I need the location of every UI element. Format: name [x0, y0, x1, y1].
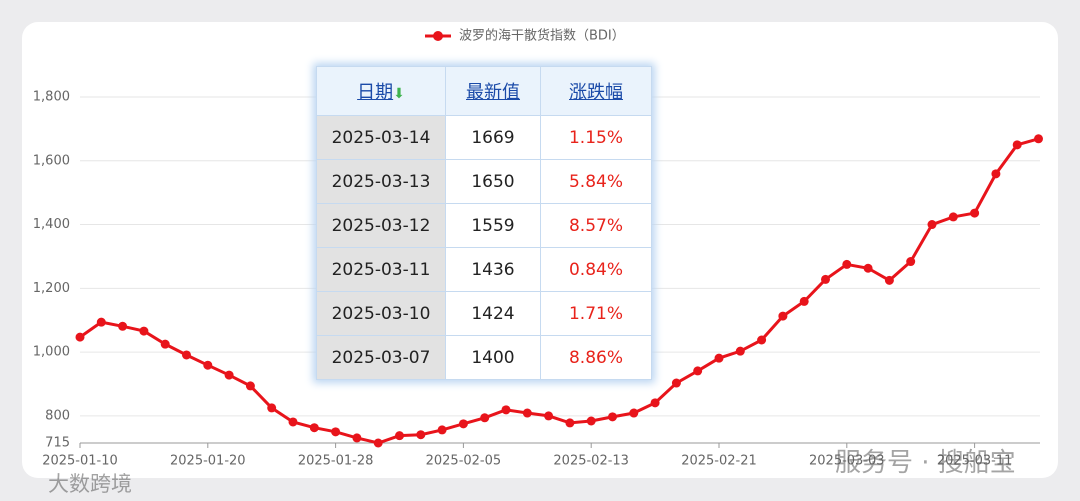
y-tick-label: 1,400: [33, 217, 70, 232]
table-row: 2025-03-10 1424 1.71%: [316, 291, 652, 336]
x-tick-label: 2025-01-10: [42, 454, 118, 469]
table-cell: 2025-03-12: [316, 203, 446, 248]
point: [544, 411, 554, 421]
table-cell: 8.57%: [540, 203, 652, 248]
point: [416, 430, 426, 440]
point: [288, 417, 298, 427]
table-row: 2025-03-11 1436 0.84%: [316, 247, 652, 292]
point: [373, 438, 383, 448]
x-tick-label: 2025-03-03: [809, 454, 885, 469]
point: [757, 335, 767, 345]
point: [863, 263, 873, 273]
table-cell: 2025-03-11: [316, 247, 446, 292]
point: [139, 326, 149, 336]
point: [948, 212, 958, 222]
point: [714, 353, 724, 363]
point: [1012, 140, 1022, 150]
point: [245, 381, 255, 391]
point: [160, 339, 170, 349]
watermark: 服务号 · 搜船宝: [835, 448, 1016, 478]
point: [203, 360, 213, 370]
x-tick-label: 2025-01-28: [298, 454, 374, 469]
x-tick-label: 2025-02-21: [681, 454, 757, 469]
table-row: 2025-03-07 1400 8.86%: [316, 335, 652, 380]
table-row: 2025-03-14 1669 1.15%: [316, 115, 652, 160]
point: [799, 296, 809, 306]
point: [182, 350, 191, 360]
table-cell: 2025-03-13: [316, 159, 446, 204]
y-tick-label: 715: [45, 436, 70, 451]
point: [884, 275, 894, 285]
table-cell: 1.71%: [540, 291, 652, 336]
table-cell: 5.84%: [540, 159, 652, 204]
point: [331, 427, 341, 437]
table-cell: 1669: [445, 115, 541, 160]
table-row: 2025-03-12 1559 8.57%: [316, 203, 652, 248]
point: [480, 413, 490, 423]
point: [991, 169, 1001, 179]
y-tick-label: 800: [45, 408, 70, 423]
y-tick-label: 1,600: [33, 153, 70, 168]
point: [224, 370, 234, 380]
header-text[interactable]: 日期: [357, 82, 394, 103]
x-tick-label: 2025-02-13: [553, 454, 629, 469]
line: [79, 137, 1039, 445]
legend-marker: [433, 31, 443, 41]
point: [821, 274, 830, 284]
table-cell: 1559: [445, 203, 541, 248]
point: [565, 418, 575, 428]
point: [437, 425, 447, 435]
table-cell: 1.15%: [540, 115, 652, 160]
table-cell: 1436: [445, 247, 541, 292]
point: [352, 433, 362, 443]
table-cell: 2025-03-07: [316, 335, 446, 380]
point: [970, 208, 980, 218]
point: [522, 408, 532, 418]
point: [842, 259, 852, 269]
point: [693, 366, 703, 376]
x-tick-label: 2025-01-20: [170, 454, 246, 469]
table-cell: 8.86%: [540, 335, 652, 380]
table-row: 2025-03-13 1650 5.84%: [316, 159, 652, 204]
y-tick-label: 1,000: [33, 345, 70, 360]
x-tick-label: 2025-02-05: [426, 454, 502, 469]
legend-label: 波罗的海干散货指数（BDI）: [459, 28, 625, 44]
point: [906, 257, 916, 267]
x-tick-label: 2025-03-11: [937, 454, 1013, 469]
header-cell[interactable]: 最新值: [445, 66, 541, 116]
table-header: 日期⬇ 最新值 涨跌幅: [316, 66, 652, 116]
table-cell: 0.84%: [540, 247, 652, 292]
table-cell: 1400: [445, 335, 541, 380]
point: [309, 423, 319, 433]
y-tick-label: 1,800: [33, 90, 70, 105]
point: [650, 398, 660, 408]
sort-icon[interactable]: ⬇: [393, 86, 405, 102]
point: [735, 346, 745, 356]
header-cell[interactable]: 涨跌幅: [540, 66, 652, 116]
point: [458, 419, 468, 429]
point: [96, 317, 106, 327]
data-table: 日期⬇ 最新值 涨跌幅 2025-03-14 1669 1.15% 2025-03-1…: [316, 66, 652, 380]
point: [608, 412, 617, 422]
table-cell: 2025-03-10: [316, 291, 446, 336]
point: [629, 408, 639, 418]
watermark: 大数跨境: [48, 472, 132, 496]
point: [75, 332, 85, 342]
point: [501, 405, 511, 415]
y-tick-label: 1,200: [33, 281, 70, 296]
point: [1034, 134, 1043, 144]
table-cell: 1424: [445, 291, 541, 336]
table-cell: 2025-03-14: [316, 115, 446, 160]
table-cell: 1650: [445, 159, 541, 204]
point: [586, 416, 596, 426]
point: [778, 311, 788, 321]
point: [118, 321, 128, 331]
point: [927, 220, 937, 230]
point: [671, 378, 681, 388]
header-cell[interactable]: 日期⬇: [316, 66, 446, 116]
point: [267, 403, 277, 413]
point: [395, 431, 404, 441]
